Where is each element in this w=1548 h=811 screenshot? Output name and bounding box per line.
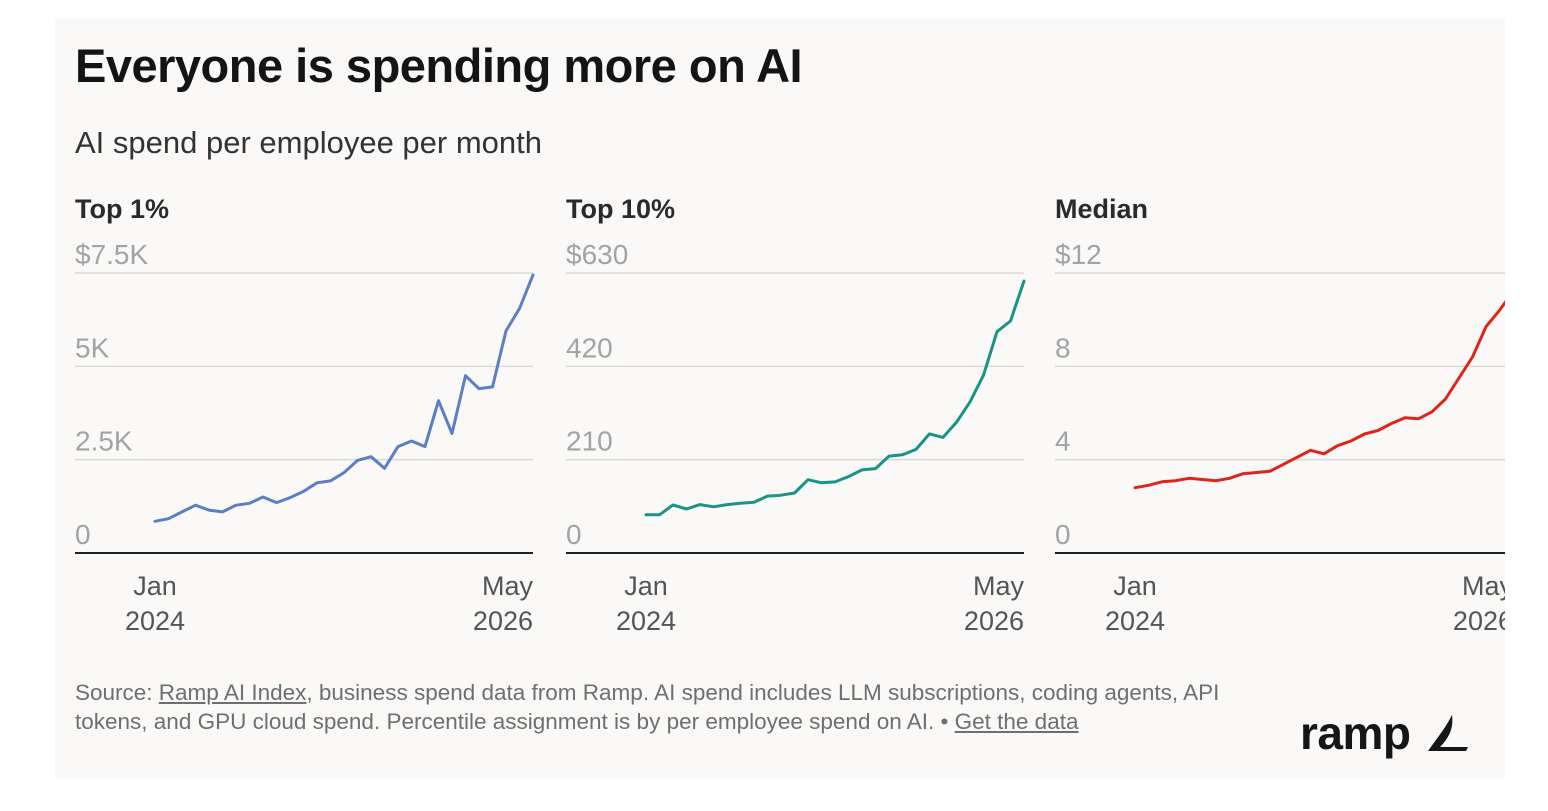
x-tick-label-month: Jan	[624, 571, 668, 601]
panel-title: Top 10%	[566, 194, 675, 224]
x-tick-label-year: 2024	[125, 606, 185, 636]
x-tick-label-year: 2026	[473, 606, 533, 636]
y-tick-label: 0	[1055, 519, 1071, 550]
ramp-logo: ramp	[1300, 706, 1470, 760]
source-prefix: Source:	[75, 680, 159, 705]
chart-subtitle: AI spend per employee per month	[75, 125, 542, 160]
ramp-logo-text: ramp	[1300, 707, 1411, 759]
y-tick-label: $7.5K	[75, 239, 148, 270]
x-tick-label-month: Jan	[133, 571, 177, 601]
chart-title: Everyone is spending more on AI	[75, 39, 803, 92]
source-text: , business spend data from Ramp. AI spen…	[75, 680, 1220, 734]
ramp-ai-index-link[interactable]: Ramp AI Index	[158, 680, 307, 705]
small-multiples-charts: Top 1% 0 2.5K 5K $7.5K Jan 2024 May 2026 Top 10% 0…	[75, 194, 1505, 636]
x-tick-label-month: May	[482, 571, 534, 601]
y-tick-label: 8	[1055, 332, 1071, 363]
y-tick-label: 2.5K	[75, 426, 133, 457]
chart-card: Everyone is spending more on AI AI spend…	[55, 18, 1505, 778]
series-line	[1133, 300, 1505, 490]
source-note: Source: Ramp AI Index, business spend da…	[75, 678, 1265, 736]
y-tick-label: $630	[566, 239, 628, 270]
get-the-data-link[interactable]: Get the data	[954, 709, 1079, 734]
y-tick-label: 4	[1055, 426, 1071, 457]
y-tick-label: 420	[566, 332, 613, 363]
x-tick-label-month: May	[973, 571, 1025, 601]
series-line	[644, 279, 1026, 517]
x-tick-label-year: 2026	[1453, 606, 1505, 636]
y-tick-label: 0	[566, 519, 582, 550]
ramp-wing-icon	[1428, 715, 1469, 751]
y-tick-label: 210	[566, 426, 613, 457]
x-tick-label-year: 2024	[616, 606, 676, 636]
y-tick-label: 5K	[75, 332, 110, 363]
x-tick-label-year: 2026	[964, 606, 1024, 636]
series-line	[153, 273, 535, 523]
x-tick-label-month: May	[1462, 571, 1505, 601]
panel-title: Top 1%	[75, 194, 169, 224]
panel-title: Median	[1055, 194, 1148, 224]
y-tick-label: 0	[75, 519, 91, 550]
x-tick-label-month: Jan	[1113, 571, 1157, 601]
y-tick-label: $12	[1055, 239, 1102, 270]
x-tick-label-year: 2024	[1105, 606, 1165, 636]
